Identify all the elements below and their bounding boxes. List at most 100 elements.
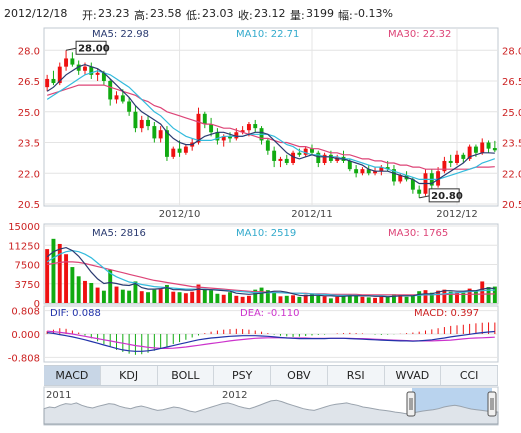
candle-body: [221, 136, 226, 141]
candle-body: [83, 66, 87, 71]
candle-body: [379, 167, 384, 172]
candle: [316, 150, 321, 168]
volume-bar: [196, 284, 201, 303]
macd-lines: [47, 330, 495, 352]
candle: [177, 140, 182, 157]
tab-cci[interactable]: CCI: [441, 366, 498, 385]
candle: [417, 185, 422, 198]
volume-bar: [366, 297, 371, 303]
candle-body: [209, 124, 214, 133]
volume-bar: [455, 292, 459, 303]
volume-bar: [76, 276, 81, 303]
tab-kdj[interactable]: KDJ: [101, 366, 158, 385]
candle-body: [442, 160, 447, 172]
candle: [127, 97, 132, 116]
candle-body: [57, 66, 62, 84]
candle: [360, 167, 365, 176]
close-label: 收:: [238, 9, 253, 22]
tab-macd[interactable]: MACD: [44, 366, 101, 385]
candle-body: [165, 130, 169, 157]
low-marker: 20.80: [419, 188, 463, 203]
candle-body: [492, 148, 497, 151]
volume-axis: 0 3750 7500 11250 15000: [8, 222, 40, 310]
volume-bar: [246, 295, 251, 303]
volume-bar: [347, 294, 352, 303]
indicator-tabs: MACD KDJ BOLL PSY OBV RSI WVAD CCI: [44, 365, 498, 386]
date-tick-label: 2012/12: [436, 209, 478, 220]
volume-value: 3199: [306, 7, 334, 20]
quote-date: 2012/12/18: [4, 7, 68, 20]
candle-body: [360, 169, 365, 174]
tab-obv[interactable]: OBV: [271, 366, 328, 385]
macd-tick: 0.808: [11, 307, 40, 318]
tab-psy[interactable]: PSY: [214, 366, 271, 385]
candle: [108, 78, 113, 106]
macd-tick: -0.808: [8, 353, 40, 364]
candle-body: [139, 119, 144, 129]
candle-body: [152, 126, 157, 139]
volume-bar: [57, 243, 62, 303]
price-tick-left: 23.5: [18, 139, 40, 150]
candle-body: [183, 146, 188, 153]
volume-bar: [297, 296, 302, 303]
candle: [114, 91, 119, 104]
volume-bar: [120, 289, 125, 303]
volume-bar: [228, 292, 232, 303]
tab-boll[interactable]: BOLL: [158, 366, 215, 385]
low-marker-label: 20.80: [431, 191, 463, 202]
volume-bar: [202, 289, 207, 303]
volume-bar: [183, 293, 188, 303]
price-tick-right: 23.5: [502, 139, 521, 150]
navigator-area-fill: [43, 399, 499, 425]
candle-body: [473, 146, 478, 153]
candle-body: [101, 72, 106, 81]
macd-grid: [44, 310, 498, 358]
candle-body: [310, 148, 314, 153]
high-value: 23.58: [150, 7, 182, 20]
candle: [158, 126, 163, 143]
candle-body: [95, 72, 100, 75]
candle-body: [480, 142, 485, 153]
volume-bar: [133, 281, 138, 303]
tab-wvad[interactable]: WVAD: [385, 366, 442, 385]
volume-bar: [373, 297, 377, 303]
candle-body: [108, 81, 113, 100]
candle-body: [366, 169, 371, 174]
candle-body: [246, 124, 251, 131]
candle-body: [385, 167, 390, 170]
volume-tick: 7500: [15, 261, 40, 272]
date-tick-label: 2012/10: [159, 209, 201, 220]
candle: [215, 128, 220, 145]
high-label: 高:: [134, 9, 149, 22]
candle: [278, 156, 283, 168]
volume-bar: [284, 295, 289, 303]
candle-body: [303, 148, 308, 155]
macd-value-label: MACD: 0.397: [414, 308, 479, 319]
tab-rsi[interactable]: RSI: [328, 366, 385, 385]
volume-bar: [417, 291, 422, 303]
volume-bar: [436, 290, 441, 303]
open-label: 开:: [82, 9, 97, 22]
volume-bar: [272, 292, 277, 303]
volume-bar: [190, 291, 195, 303]
volume-bar: [95, 287, 100, 303]
candle-body: [278, 158, 283, 161]
open-value: 23.23: [98, 7, 130, 20]
volume-bar: [480, 281, 485, 303]
volume-bar: [429, 292, 434, 303]
price-date-axis: 2012/10 2012/11 2012/12: [159, 209, 478, 220]
macd-tick: 0.000: [11, 330, 40, 341]
candle-body: [347, 160, 352, 170]
candle-body: [133, 111, 138, 129]
candle-body: [45, 78, 50, 88]
navigator-right-handle[interactable]: [487, 391, 497, 417]
candle-body: [284, 158, 289, 163]
volume-ma10-label: MA10: 2519: [236, 228, 296, 239]
navigator-left-handle[interactable]: [406, 391, 416, 417]
volume-bar: [278, 296, 283, 303]
candle-body: [328, 154, 333, 161]
price-tick-left: 26.5: [18, 77, 40, 88]
volume-bar: [101, 290, 106, 303]
price-moving-averages: [46, 63, 495, 185]
